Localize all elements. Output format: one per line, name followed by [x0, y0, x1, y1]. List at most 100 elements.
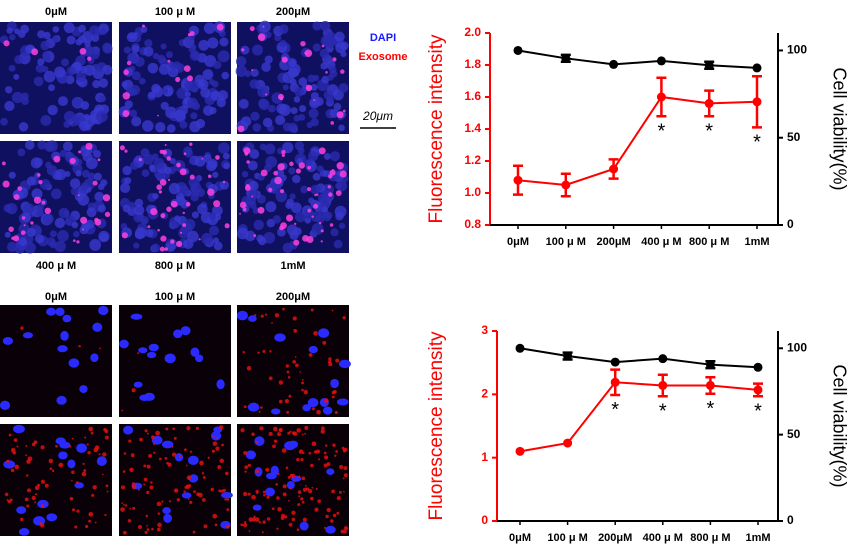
nucleus: [179, 120, 188, 129]
y-tick-label: 0.8: [464, 217, 481, 231]
nucleus: [163, 513, 173, 523]
exosome-dot: [34, 485, 40, 491]
nucleus: [201, 232, 213, 245]
nucleus: [191, 51, 201, 60]
exosome-dot: [247, 492, 251, 496]
nucleus: [326, 96, 335, 104]
y2-tick-label: 0: [787, 513, 794, 527]
data-point: [609, 164, 619, 174]
data-point: [609, 59, 619, 69]
exosome-dot: [254, 314, 257, 317]
nucleus: [249, 149, 260, 159]
exosome-dot: [239, 212, 241, 215]
exosome-dot: [37, 173, 41, 177]
scale-bar-label: 20μm: [362, 109, 393, 123]
nucleus: [323, 152, 331, 160]
nucleus: [223, 162, 230, 170]
nucleus: [210, 431, 222, 441]
nucleus: [161, 88, 169, 95]
nucleus: [190, 43, 197, 50]
exosome-dot: [122, 110, 130, 117]
exosome-dot: [293, 329, 298, 333]
exosome-dot: [292, 359, 297, 364]
nucleus: [282, 84, 289, 91]
exosome-dot: [336, 495, 341, 501]
nucleus: [321, 75, 330, 84]
exosome-dot: [142, 24, 145, 28]
y-tick-label: 1.0: [464, 185, 481, 199]
image-label: 0μM: [45, 291, 67, 303]
exosome-dot: [202, 476, 206, 479]
nucleus: [282, 71, 295, 84]
exosome-dot: [303, 389, 308, 395]
exosome-dot: [2, 180, 10, 188]
exosome-dot: [68, 445, 72, 448]
exosome-dot: [156, 184, 162, 190]
nucleus: [21, 92, 29, 100]
significance-marker: *: [753, 132, 761, 154]
nucleus: [216, 97, 226, 108]
exosome-dot: [343, 466, 348, 471]
exosome-dot: [304, 432, 307, 435]
nucleus: [86, 207, 97, 218]
exosome-dot: [315, 193, 319, 196]
nucleus: [119, 339, 129, 349]
exosome-dot: [176, 162, 181, 168]
nucleus: [58, 451, 68, 460]
significance-marker: *: [658, 120, 666, 142]
nucleus: [43, 70, 56, 83]
exosome-dot: [251, 517, 256, 522]
nucleus: [297, 147, 305, 155]
exosome-dot: [260, 169, 268, 177]
exosome-dot: [334, 410, 338, 414]
series-line: [517, 95, 758, 187]
data-point: [656, 56, 666, 66]
exosome-dot: [331, 390, 336, 395]
exosome-dot: [244, 465, 249, 470]
exosome-dot: [298, 475, 301, 478]
y2-tick-label: 0: [787, 217, 794, 231]
exosome-dot: [273, 170, 279, 176]
exosome-dot: [334, 454, 337, 457]
y-tick-label: 1.2: [464, 153, 481, 167]
nucleus: [261, 62, 271, 72]
nucleus: [213, 241, 223, 251]
exosome-dot: [126, 60, 132, 66]
exosome-dot: [278, 399, 283, 404]
nucleus: [189, 120, 201, 133]
nucleus: [161, 440, 174, 449]
nucleus: [14, 55, 24, 65]
exosome-dot: [172, 427, 176, 431]
exosome-dot: [72, 239, 76, 242]
exosome-dot: [69, 496, 74, 501]
exosome-dot: [90, 431, 94, 435]
y-tick-label: 1.4: [464, 121, 481, 135]
exosome-dot: [25, 474, 29, 477]
nucleus: [82, 151, 93, 162]
exosome-dot: [343, 490, 345, 493]
nucleus: [188, 157, 196, 165]
exosome-dot: [173, 488, 179, 493]
exosome-dot: [277, 163, 285, 171]
exosome-dot: [268, 187, 273, 193]
exosome-dot: [120, 507, 125, 512]
nucleus: [148, 91, 156, 99]
exosome-dot: [311, 441, 317, 447]
exosome-dot: [123, 503, 125, 506]
nucleus: [338, 83, 349, 93]
exosome-dot: [1, 161, 6, 166]
exosome-dot: [257, 351, 260, 354]
image-label: 200μM: [276, 291, 310, 303]
exosome-dot: [298, 162, 306, 169]
exosome-dot: [123, 69, 129, 76]
exosome-dot: [336, 511, 340, 515]
nucleus: [221, 491, 233, 499]
exosome-dot: [329, 223, 334, 227]
exosome-dot: [187, 498, 190, 501]
exosome-dot: [165, 427, 169, 431]
exosome-dot: [313, 99, 316, 102]
exosome-dot: [342, 477, 345, 480]
exosome-dot: [308, 451, 312, 455]
exosome-dot: [13, 194, 20, 200]
exosome-dot: [171, 446, 174, 448]
